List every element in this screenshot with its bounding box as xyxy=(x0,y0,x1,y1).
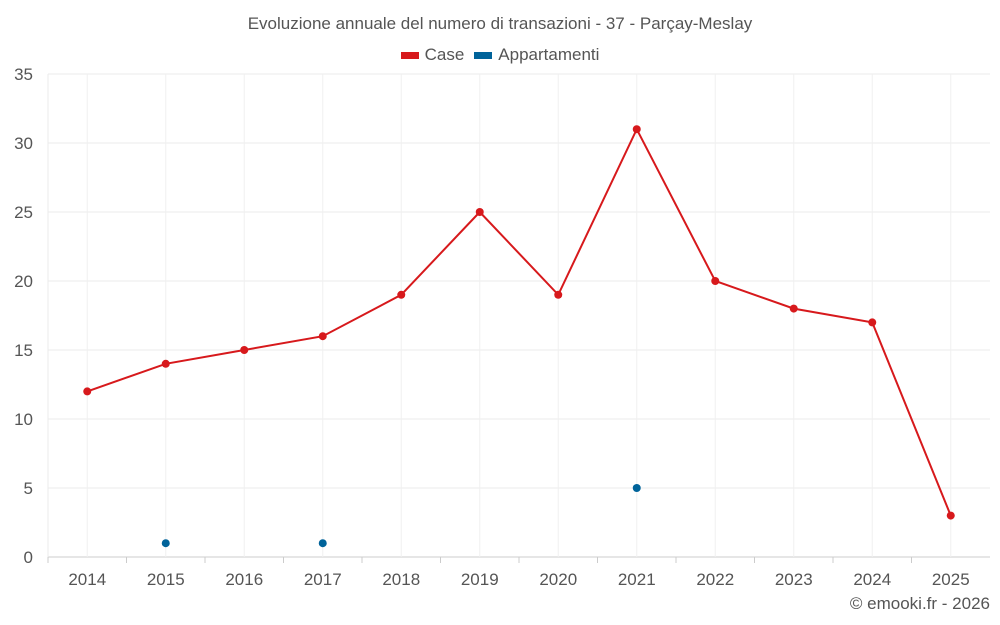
x-tick-label: 2017 xyxy=(304,570,342,589)
y-tick-label: 30 xyxy=(14,134,33,153)
data-point-case xyxy=(711,277,720,285)
data-point-case xyxy=(318,332,327,341)
y-tick-label: 10 xyxy=(14,410,33,429)
x-tick-label: 2020 xyxy=(539,570,577,589)
x-tick-label: 2025 xyxy=(932,570,970,589)
legend: Case Appartamenti xyxy=(0,45,1000,65)
y-tick-label: 20 xyxy=(14,272,33,291)
y-tick-label: 25 xyxy=(14,203,33,222)
data-point-case xyxy=(83,387,92,396)
data-point-case xyxy=(161,359,170,368)
data-point-appartamenti xyxy=(161,539,170,548)
legend-swatch-appartamenti xyxy=(474,51,493,59)
data-point-case xyxy=(868,318,877,327)
data-point-appartamenti xyxy=(632,484,641,492)
y-tick-label: 15 xyxy=(14,341,33,360)
data-point-case xyxy=(789,304,798,313)
legend-item-appartamenti[interactable]: Appartamenti xyxy=(474,45,599,65)
credit: © emooki.fr - 2026 xyxy=(849,594,990,613)
series-line-case xyxy=(86,126,952,516)
legend-swatch-case xyxy=(400,51,419,59)
data-point-appartamenti xyxy=(318,539,327,548)
x-tick-label: 2019 xyxy=(461,570,499,589)
legend-label-case: Case xyxy=(424,45,465,64)
data-point-case xyxy=(632,125,641,134)
x-tick-label: 2024 xyxy=(853,570,891,589)
y-tick-label: 5 xyxy=(24,479,33,498)
x-tick-label: 2023 xyxy=(775,570,813,589)
data-point-case xyxy=(946,511,955,520)
chart-title: Evoluzione annuale del numero di transaz… xyxy=(247,14,753,33)
legend-item-case[interactable]: Case xyxy=(400,45,465,65)
data-point-case xyxy=(397,290,406,299)
data-point-case xyxy=(475,208,484,216)
y-tick-label: 0 xyxy=(24,548,33,567)
x-tick-label: 2018 xyxy=(382,570,420,589)
x-tick-label: 2022 xyxy=(696,570,734,589)
data-point-case xyxy=(240,346,249,354)
x-tick-label: 2014 xyxy=(68,570,106,589)
y-tick-label: 35 xyxy=(14,65,33,84)
legend-label-appartamenti: Appartamenti xyxy=(498,45,600,64)
x-tick-label: 2016 xyxy=(225,570,263,589)
data-point-case xyxy=(554,290,563,299)
x-tick-label: 2015 xyxy=(147,570,185,589)
x-tick-label: 2021 xyxy=(618,570,656,589)
